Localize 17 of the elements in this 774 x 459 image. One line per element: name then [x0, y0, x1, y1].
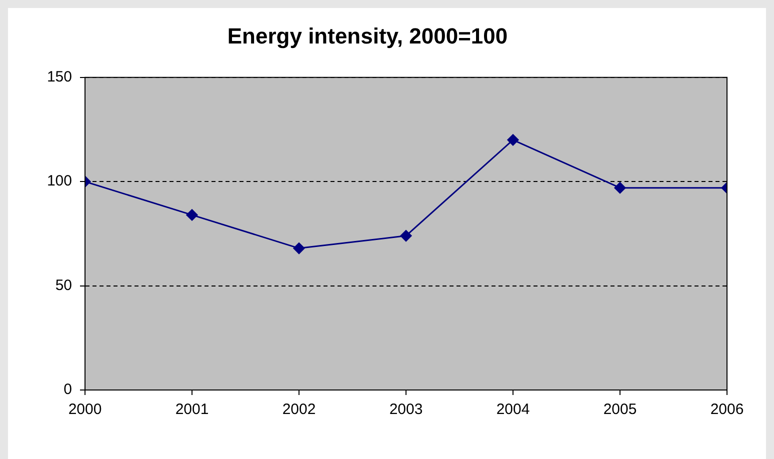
point	[614, 182, 626, 194]
y-tick-label: 100	[46, 172, 72, 190]
x-tick-label: 2005	[603, 401, 637, 418]
point	[293, 242, 305, 254]
point	[507, 134, 519, 146]
y-tick-label: 50	[55, 276, 72, 294]
point	[400, 230, 412, 242]
x-tick-label: 2001	[175, 401, 209, 418]
x-tick-label: 2000	[68, 401, 102, 418]
y-tick-label: 0	[64, 381, 72, 398]
chart-title: Energy intensity, 2000=100	[227, 23, 508, 48]
x-tick-label: 2006	[710, 401, 744, 418]
point	[186, 209, 198, 221]
x-tick-label: 2003	[389, 401, 423, 418]
x-tick-label: 2002	[282, 401, 316, 418]
y-tick-label: 150	[46, 68, 72, 86]
x-tick-label: 2004	[496, 401, 530, 418]
